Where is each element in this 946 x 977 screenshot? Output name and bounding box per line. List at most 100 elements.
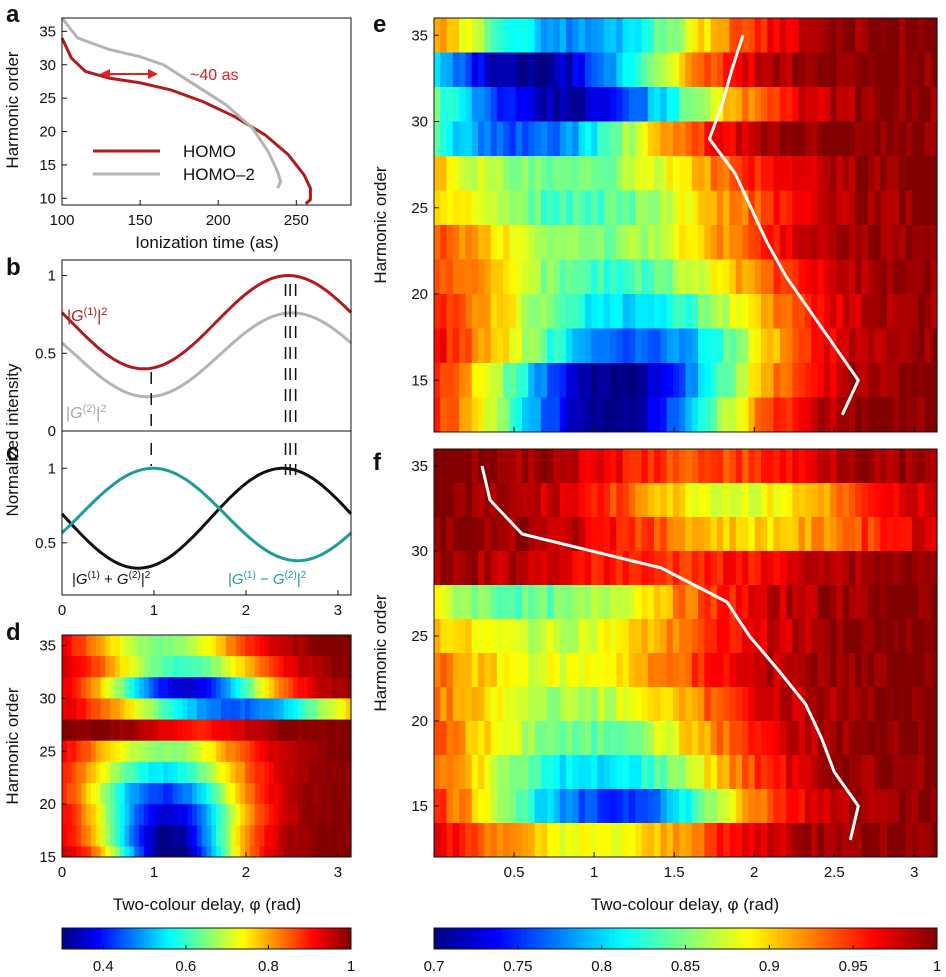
panel-e-cell xyxy=(867,363,875,398)
panel-f-cell xyxy=(911,755,919,790)
panel-f-cell xyxy=(459,483,467,518)
panel-e-cell xyxy=(786,87,793,122)
panel-f-cell xyxy=(855,483,863,518)
panel-d-cell xyxy=(86,677,92,699)
panel-f-cell xyxy=(811,823,819,858)
panel-f-cell xyxy=(446,789,454,824)
panel-e-cell xyxy=(647,87,655,122)
panel-e-cell xyxy=(679,87,687,122)
panel-d-cell xyxy=(148,635,155,657)
panel-d-cell xyxy=(110,846,116,858)
colorbar-d-cell xyxy=(223,928,227,949)
panel-d-cell xyxy=(143,740,150,763)
colorbar-ef-cell xyxy=(916,928,921,949)
panel-f-cell xyxy=(874,823,882,858)
panel-e-cell xyxy=(760,18,768,53)
panel-f-cell xyxy=(892,551,900,586)
panel-d-cell xyxy=(216,825,222,847)
panel-e-cell xyxy=(735,87,743,122)
panel-f-cell xyxy=(572,653,580,688)
panel-f-cell xyxy=(553,755,561,790)
panel-f-cell xyxy=(880,585,888,620)
panel-d-cell xyxy=(249,846,256,858)
panel-f-cell xyxy=(804,517,812,552)
panel-d-cell xyxy=(254,804,261,826)
panel-e-cell xyxy=(867,225,875,260)
panel-e-cell xyxy=(641,363,649,398)
panel-e-cell xyxy=(572,363,580,398)
colorbar-ef-cell xyxy=(492,928,498,949)
panel-e-cell xyxy=(572,52,580,88)
panel-f-cell xyxy=(522,449,529,484)
panel-d-xtick-label: 2 xyxy=(242,864,250,881)
panel-e-cell xyxy=(622,156,630,191)
panel-f-cell xyxy=(786,653,793,688)
panel-e-cell xyxy=(742,190,749,226)
panel-f-cell xyxy=(792,551,800,586)
panel-e-cell xyxy=(591,52,599,88)
panel-d-cell xyxy=(134,825,140,847)
panel-d-cell xyxy=(302,804,309,826)
panel-e-cell xyxy=(735,225,743,260)
panel-f-cell xyxy=(823,653,831,688)
panel-f-cell xyxy=(811,517,819,552)
panel-f-cell xyxy=(742,551,749,586)
panel-a-series xyxy=(60,17,312,205)
panel-e-cell xyxy=(848,18,856,53)
panel-e-cell xyxy=(666,190,674,226)
colorbar-d-cell xyxy=(143,928,147,949)
panel-f-cell xyxy=(804,551,812,586)
panel-e-cell xyxy=(566,328,573,364)
panel-e-cell xyxy=(496,52,504,88)
panel-e-cell xyxy=(572,18,580,53)
panel-e-cell xyxy=(446,190,454,226)
panel-e-cell xyxy=(748,18,756,53)
panel-e-cell xyxy=(515,397,523,433)
panel-d-cell xyxy=(192,656,198,678)
panel-d-cell xyxy=(182,783,188,805)
panel-f-cell xyxy=(478,551,485,586)
panel-e-cell xyxy=(792,87,800,122)
panel-f-cell xyxy=(666,755,674,790)
panel-f-cell xyxy=(811,789,819,824)
panel-f-cell xyxy=(471,551,479,586)
panel-e-cell xyxy=(754,52,762,88)
colorbar-d-cell xyxy=(189,928,193,949)
panel-f-cell xyxy=(515,449,523,484)
panel-f-cell xyxy=(484,585,492,620)
panel-e-cell xyxy=(522,225,529,260)
panel-d-cell xyxy=(66,783,73,805)
panel-e-cell xyxy=(767,225,775,260)
panel-f-cell xyxy=(635,483,643,518)
colorbar-ef-cell xyxy=(710,928,716,949)
panel-e-cell xyxy=(628,156,636,191)
panel-f-cell xyxy=(823,619,831,654)
colorbar-d-cell xyxy=(201,928,205,949)
panel-d-cell xyxy=(312,825,318,847)
panel-d-cell xyxy=(230,677,236,699)
panel-f-cell xyxy=(698,517,705,552)
panel-d-cell xyxy=(302,783,309,805)
panel-e-cell xyxy=(566,156,573,191)
panel-e-cell xyxy=(647,294,655,329)
panel-e-cell xyxy=(465,363,473,398)
panel-d-cell xyxy=(110,719,116,742)
panel-e-cell xyxy=(434,52,441,88)
panel-d-cell xyxy=(167,719,174,742)
panel-d-cell xyxy=(86,761,92,784)
colorbar-ef-cell xyxy=(626,928,632,949)
panel-f-cell xyxy=(566,585,573,620)
colorbar-ef-cell xyxy=(815,928,821,949)
panel-f-cell xyxy=(823,585,831,620)
panel-e-cell xyxy=(899,18,907,53)
colorbar-ef-cell xyxy=(610,928,615,949)
colorbar-d-cell xyxy=(170,928,174,949)
panel-f-cell xyxy=(591,483,599,518)
panel-e-cell xyxy=(440,397,448,433)
panel-e-cell xyxy=(528,397,536,433)
panel-d-cell xyxy=(293,846,299,858)
panel-f-cell xyxy=(742,653,749,688)
panel-e-cell xyxy=(723,18,731,53)
panel-f-cell xyxy=(704,823,712,858)
panel-d-cell xyxy=(293,761,299,784)
